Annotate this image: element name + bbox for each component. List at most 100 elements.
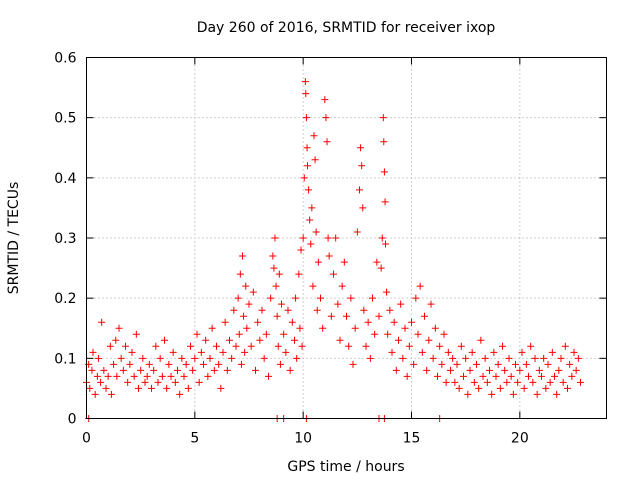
data-point bbox=[468, 348, 476, 356]
data-point bbox=[559, 378, 567, 386]
data-point bbox=[301, 78, 309, 86]
data-point bbox=[431, 324, 439, 332]
data-point bbox=[113, 372, 121, 380]
data-point bbox=[256, 336, 264, 344]
data-point bbox=[324, 234, 332, 242]
data-point bbox=[533, 390, 541, 398]
data-point bbox=[496, 384, 504, 392]
data-point bbox=[505, 354, 513, 362]
data-point bbox=[551, 372, 558, 380]
data-point bbox=[119, 366, 127, 374]
y-tick-label: 0.4 bbox=[54, 171, 76, 187]
data-point bbox=[184, 384, 192, 392]
data-point bbox=[230, 306, 238, 314]
data-point bbox=[418, 348, 426, 356]
data-point bbox=[561, 342, 569, 350]
data-point bbox=[566, 360, 574, 368]
data-point bbox=[481, 354, 489, 362]
data-point bbox=[358, 162, 366, 170]
data-point bbox=[514, 378, 522, 386]
data-point bbox=[156, 354, 164, 362]
data-point bbox=[128, 348, 136, 356]
data-point bbox=[447, 366, 454, 374]
data-point bbox=[349, 360, 357, 368]
data-point bbox=[158, 372, 166, 380]
data-point bbox=[236, 270, 244, 278]
data-point bbox=[135, 384, 142, 392]
data-point bbox=[390, 318, 398, 326]
data-point bbox=[165, 360, 173, 368]
data-point bbox=[570, 348, 578, 356]
y-tick-label: 0 bbox=[68, 412, 77, 428]
data-point bbox=[112, 336, 120, 344]
data-point bbox=[278, 300, 285, 308]
x-axis-label: GPS time / hours bbox=[287, 459, 404, 475]
data-point bbox=[307, 240, 315, 248]
data-point bbox=[178, 354, 186, 362]
data-point bbox=[115, 324, 123, 332]
data-point bbox=[235, 330, 243, 338]
data-point bbox=[275, 270, 283, 278]
data-point bbox=[174, 366, 181, 374]
data-point bbox=[486, 366, 493, 374]
data-point bbox=[538, 372, 545, 380]
data-point bbox=[347, 294, 355, 302]
data-point bbox=[100, 366, 108, 374]
data-point bbox=[412, 294, 420, 302]
data-point bbox=[304, 162, 311, 170]
data-point bbox=[345, 342, 353, 350]
data-point bbox=[542, 384, 550, 392]
data-point bbox=[258, 306, 266, 314]
data-point bbox=[273, 312, 281, 320]
data-point bbox=[139, 354, 147, 362]
data-point bbox=[356, 186, 363, 194]
data-point bbox=[296, 324, 304, 332]
data-point bbox=[336, 336, 344, 344]
data-point bbox=[176, 390, 184, 398]
data-point bbox=[314, 258, 322, 266]
data-point bbox=[369, 294, 376, 302]
data-point bbox=[451, 378, 459, 386]
data-point bbox=[313, 306, 321, 314]
data-point bbox=[330, 270, 337, 278]
data-point bbox=[298, 342, 306, 350]
data-point bbox=[260, 354, 268, 362]
data-point bbox=[187, 342, 194, 350]
data-point bbox=[195, 378, 203, 386]
data-point bbox=[572, 366, 580, 374]
data-point bbox=[217, 384, 225, 392]
data-point bbox=[262, 330, 270, 338]
data-point bbox=[444, 348, 452, 356]
data-point bbox=[546, 378, 554, 386]
data-point bbox=[107, 390, 115, 398]
data-point bbox=[501, 366, 509, 374]
data-point bbox=[300, 174, 308, 182]
data-point bbox=[544, 360, 552, 368]
data-point bbox=[228, 354, 236, 362]
data-point bbox=[490, 348, 498, 356]
data-point bbox=[334, 300, 342, 308]
data-point bbox=[436, 342, 444, 350]
data-point bbox=[359, 204, 367, 212]
data-point bbox=[503, 378, 511, 386]
data-point bbox=[182, 360, 190, 368]
data-point bbox=[453, 360, 461, 368]
data-point bbox=[338, 282, 346, 290]
data-point bbox=[137, 366, 145, 374]
data-point bbox=[288, 318, 296, 326]
data-point bbox=[332, 234, 340, 242]
data-point bbox=[311, 156, 319, 164]
data-point bbox=[429, 354, 437, 362]
data-point bbox=[520, 384, 528, 392]
data-point bbox=[380, 138, 388, 146]
data-point bbox=[163, 384, 171, 392]
data-point bbox=[141, 378, 149, 386]
data-point bbox=[518, 348, 526, 356]
data-point bbox=[470, 378, 478, 386]
data-point bbox=[379, 114, 387, 122]
y-tick-label: 0.3 bbox=[54, 231, 76, 247]
data-point bbox=[408, 318, 415, 326]
data-point bbox=[516, 366, 524, 374]
data-point bbox=[323, 138, 331, 146]
data-point bbox=[299, 234, 307, 242]
